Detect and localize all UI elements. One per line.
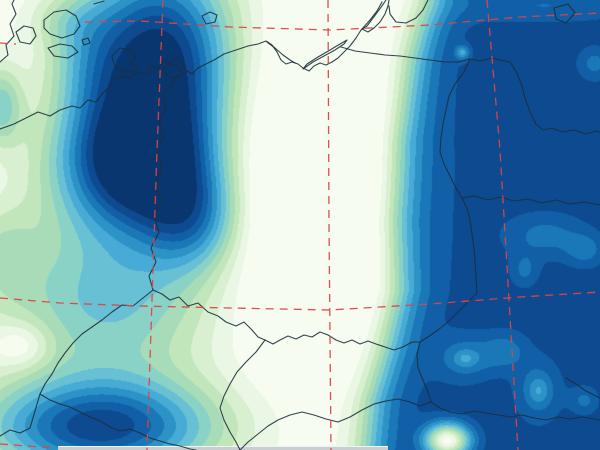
country-border (340, 46, 471, 63)
country-border (361, 1, 383, 30)
country-border (39, 393, 197, 450)
island-outline (43, 9, 81, 39)
island-outline (15, 25, 37, 45)
country-border (461, 195, 600, 206)
country-border (152, 289, 266, 341)
graticule-parallel (0, 42, 17, 45)
bottom-strip-highlight (58, 446, 388, 447)
country-border (416, 341, 432, 403)
country-border (439, 58, 478, 294)
island-outline (201, 11, 218, 25)
graticule-meridian (327, 0, 332, 450)
graticule-parallel (84, 12, 600, 31)
country-border (0, 0, 387, 130)
island-outline (81, 37, 91, 46)
country-border (266, 41, 296, 64)
country-border (388, 0, 429, 24)
graticule-meridian (146, 0, 164, 450)
country-border (219, 339, 266, 450)
graticule-meridian (486, 0, 519, 450)
country-border (469, 57, 511, 63)
country-border (509, 61, 600, 135)
country-border (430, 401, 600, 421)
bottom-strip-bar (58, 447, 388, 450)
country-border (361, 0, 390, 33)
bottom-strip (58, 446, 388, 450)
country-border (39, 289, 154, 395)
graticule-parallel (0, 291, 600, 311)
graticule-parallel (0, 443, 56, 449)
island-outline (111, 47, 139, 73)
island-outline (162, 63, 184, 79)
country-border (565, 377, 600, 399)
country-border (239, 398, 432, 450)
country-border (264, 331, 421, 351)
country-border (419, 292, 478, 343)
country-border (93, 0, 105, 5)
island-outline (47, 43, 79, 59)
country-border (0, 393, 41, 437)
country-border (0, 0, 17, 63)
island-outline (553, 3, 576, 24)
island-outline (302, 39, 348, 70)
